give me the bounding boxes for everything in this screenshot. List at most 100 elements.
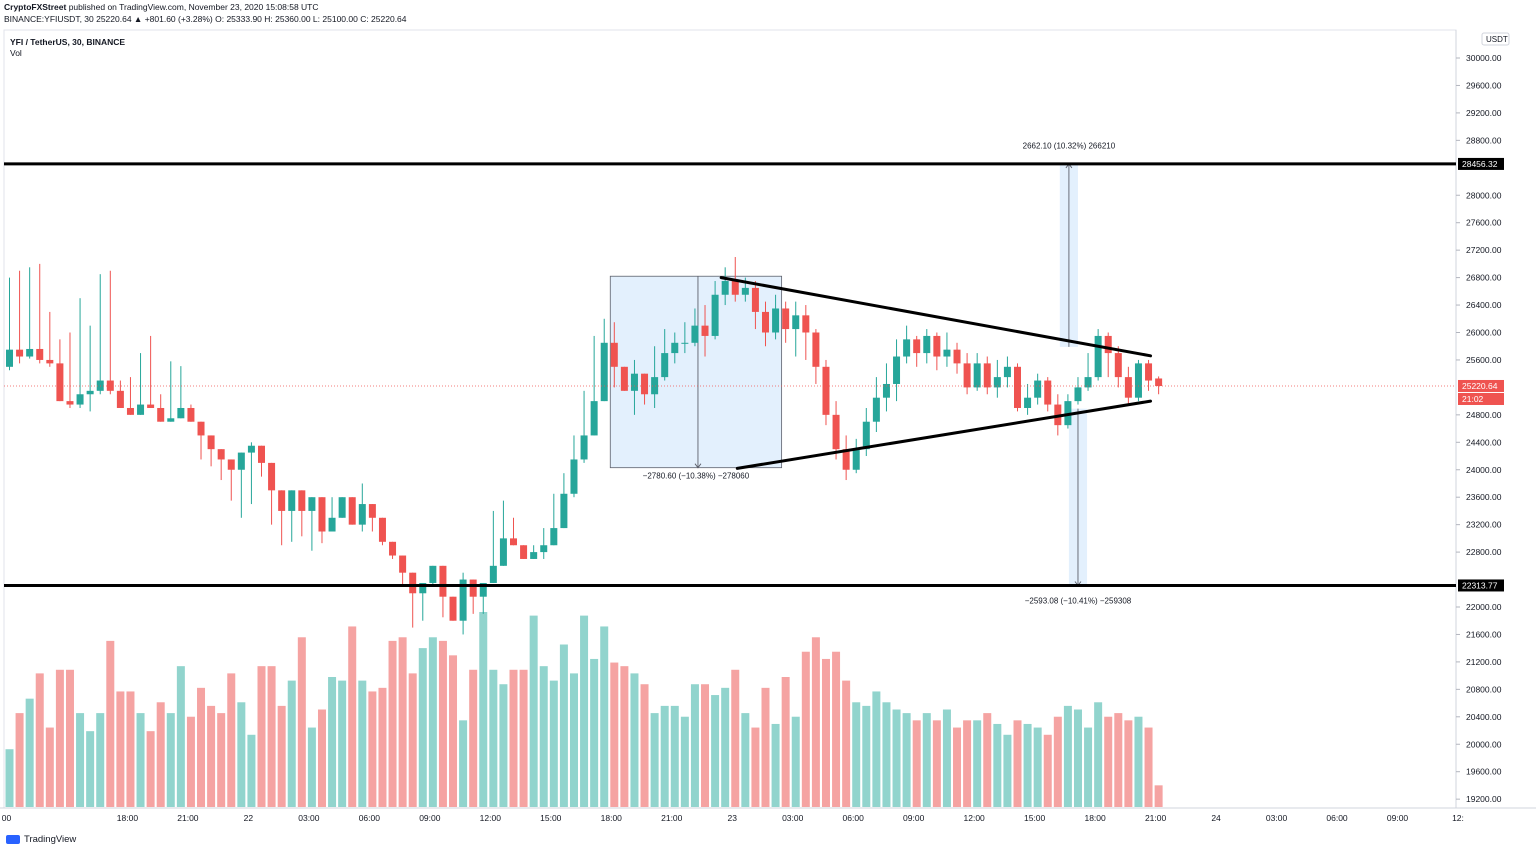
candle-body	[651, 377, 659, 395]
volume-bar	[398, 637, 407, 807]
candle-body	[217, 449, 225, 460]
volume-bar	[388, 640, 397, 807]
candle-body	[913, 339, 921, 354]
volume-bar	[237, 702, 246, 807]
volume-bar	[197, 687, 206, 807]
volume-bar	[418, 648, 427, 807]
price-tick-label: 30000.00	[1466, 53, 1502, 63]
time-tick-label: 09:00	[1387, 813, 1409, 823]
candle-body	[26, 348, 34, 357]
candle-body	[1084, 377, 1092, 388]
level-price-label: 22313.77	[1462, 580, 1498, 590]
candle-body	[479, 582, 487, 597]
volume-bar	[650, 713, 659, 807]
volume-bar	[1154, 785, 1163, 807]
volume-bar	[1084, 727, 1093, 807]
time-tick-label: 22	[244, 813, 254, 823]
candle-body	[1104, 335, 1112, 354]
volume-bar	[751, 727, 760, 807]
currency-badge[interactable]	[1481, 32, 1510, 46]
author-name[interactable]: CryptoFXStreet	[4, 2, 67, 12]
volume-bar	[509, 669, 518, 807]
volume-bar	[1043, 734, 1052, 807]
volume-bar	[882, 702, 891, 807]
price-tick-label: 20000.00	[1466, 739, 1502, 749]
candle-body	[116, 390, 124, 408]
candle-body	[368, 504, 376, 518]
volume-bar	[459, 720, 468, 807]
volume-bar	[1073, 709, 1082, 807]
volume-bar	[469, 669, 478, 807]
volume-bar	[1063, 705, 1072, 807]
candle-body	[489, 565, 497, 583]
volume-bar	[45, 727, 54, 807]
price-tick-label: 27600.00	[1466, 218, 1502, 228]
candle-body	[308, 497, 316, 511]
candle-body	[167, 418, 175, 422]
candle-body	[641, 373, 649, 395]
volume-bar	[76, 713, 85, 807]
volume-bar	[1144, 727, 1153, 807]
volume-bar	[630, 673, 639, 807]
volume-bar	[600, 626, 609, 807]
volume-bar	[942, 709, 951, 807]
volume-label[interactable]: Vol	[10, 48, 22, 58]
candle-body	[963, 363, 971, 388]
candle-body	[520, 545, 528, 559]
measure-label: 2662.10 (10.32%) 266210	[1023, 142, 1116, 151]
candle-body	[600, 342, 608, 402]
candle-body	[358, 504, 366, 525]
volume-bar	[973, 720, 982, 807]
brand-name[interactable]: TradingView	[24, 834, 77, 845]
triangle-lower-trendline[interactable]	[735, 399, 1153, 470]
level-price-label: 28456.32	[1462, 159, 1498, 169]
triangle-upper-trendline[interactable]	[719, 276, 1153, 358]
volume-bar	[358, 680, 367, 807]
volume-bar	[5, 749, 14, 807]
candle-body	[983, 363, 991, 388]
candle-body	[157, 407, 165, 422]
candle-body	[711, 294, 719, 336]
price-tick-label: 22800.00	[1466, 547, 1502, 557]
candle-body	[318, 497, 326, 532]
candle-body	[1044, 380, 1052, 405]
volume-bar	[1033, 727, 1042, 807]
time-tick-label: 06:00	[1326, 813, 1348, 823]
candle-body	[56, 363, 64, 402]
price-tick-label: 19200.00	[1466, 794, 1502, 804]
symbol-title[interactable]: YFI / TetherUS, 30, BINANCE	[10, 37, 126, 47]
candle-body	[701, 325, 709, 336]
candle-body	[76, 394, 84, 405]
candle-body	[872, 397, 880, 422]
candle-body	[258, 445, 265, 463]
price-tick-label: 20800.00	[1466, 684, 1502, 694]
candle-body	[731, 281, 739, 295]
candle-body	[590, 401, 598, 436]
ohlc-line: BINANCE:YFIUSDT, 30 25220.64 ▲ +801.60 (…	[4, 14, 407, 24]
publish-info: published on TradingView.com, November 2…	[66, 2, 319, 12]
volume-bar	[1003, 734, 1012, 807]
volume-bar	[781, 677, 790, 807]
candle-body	[661, 353, 669, 378]
measure-label: −2780.60 (−10.38%) −278060	[643, 472, 750, 481]
candle-body	[993, 377, 1001, 388]
volume-bar	[227, 673, 236, 807]
price-tick-label: 24800.00	[1466, 410, 1502, 420]
volume-bar	[378, 687, 387, 807]
level-price-badge	[1458, 579, 1504, 592]
price-tick-label: 26800.00	[1466, 273, 1502, 283]
volume-bar	[86, 731, 95, 807]
volume-bar	[1134, 716, 1143, 807]
volume-bar	[136, 713, 145, 807]
volume-bar	[872, 691, 881, 807]
volume-bar	[96, 713, 105, 807]
time-tick-label: 18:00	[601, 813, 623, 823]
volume-bar	[15, 713, 24, 807]
tradingview-logo-icon	[6, 835, 20, 844]
candle-body	[1034, 380, 1042, 398]
volume-bar	[761, 687, 770, 807]
volume-bar	[307, 727, 316, 807]
price-tick-label: 26400.00	[1466, 300, 1502, 310]
candle-body	[1114, 353, 1122, 378]
